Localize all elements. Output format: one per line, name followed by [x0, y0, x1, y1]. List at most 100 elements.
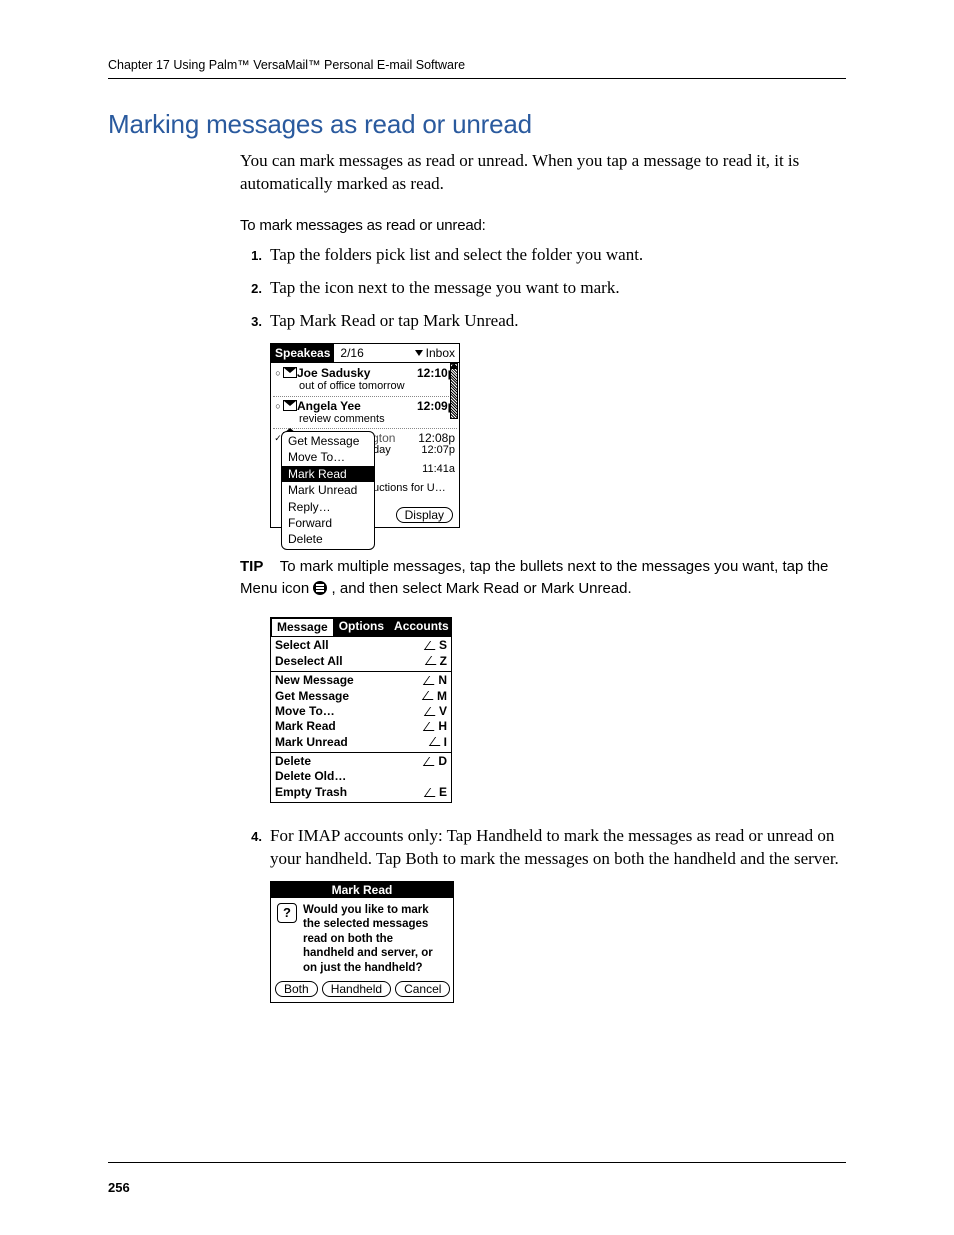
dialog-button[interactable]: Both [275, 981, 318, 997]
dialog-button[interactable]: Cancel [395, 981, 450, 997]
intro-paragraph: You can mark messages as read or unread.… [240, 150, 846, 196]
running-header: Chapter 17 Using Palm™ VersaMail™ Person… [108, 58, 846, 78]
menu-item[interactable]: Select AllS [275, 638, 447, 653]
procedure-subhead: To mark messages as read or unread: [240, 216, 846, 236]
shortcut: I [432, 735, 447, 749]
menu-item[interactable]: New Message N [275, 673, 447, 688]
menu-group: Delete D Delete Old… Empty Trash E [271, 753, 451, 802]
row-main: Angela Yeereview comments [297, 399, 407, 427]
question-icon: ? [277, 903, 297, 923]
page: Chapter 17 Using Palm™ VersaMail™ Person… [0, 0, 954, 1235]
envelope-icon[interactable] [283, 366, 297, 380]
dialog-buttons: BothHandheldCancel [271, 979, 453, 1002]
tip-block: TIP To mark multiple messages, tap the b… [240, 556, 846, 600]
shortcut: M [425, 689, 447, 703]
chevron-down-icon [415, 350, 423, 356]
context-menu-item[interactable]: Get Message [282, 433, 374, 449]
body-column: You can mark messages as read or unread.… [240, 150, 846, 1003]
shortcut: E [427, 785, 447, 799]
dialog-title: Mark Read [271, 882, 453, 898]
menubar-tabs: MessageOptionsAccounts [271, 618, 451, 635]
context-menu-item[interactable]: Reply… [282, 499, 374, 515]
shortcut: N [426, 673, 447, 687]
inbox-titlebar: Speakeas 2/16 Inbox [271, 344, 459, 363]
step-text: For IMAP accounts only: Tap Handheld to … [270, 825, 846, 871]
row-bullet[interactable]: ○ [273, 399, 283, 413]
context-menu-item[interactable]: Mark Unread [282, 482, 374, 498]
step-text: Tap the folders pick list and select the… [270, 244, 846, 267]
menubar-tab[interactable]: Accounts [389, 618, 454, 635]
dialog-button[interactable]: Handheld [322, 981, 391, 997]
message-row[interactable]: ○Joe Saduskyout of office tomorrow12:10p [273, 365, 457, 395]
palm-menubar-window: MessageOptionsAccounts Select AllSDesele… [270, 617, 452, 802]
step-2: 2. Tap the icon next to the message you … [240, 277, 846, 300]
dialog-text: Would you like to mark the selected mess… [303, 903, 447, 975]
menu-item-label: Mark Unread [275, 735, 348, 749]
menu-icon [313, 581, 327, 595]
menu-item[interactable]: Delete D [275, 754, 447, 769]
menu-group: Select AllSDeselect All Z [271, 637, 451, 672]
menu-item-label: Get Message [275, 689, 349, 703]
context-menu: Get MessageMove To…Mark ReadMark UnreadR… [281, 431, 375, 550]
menu-item-label: Select All [275, 638, 329, 652]
footer-rule [108, 1162, 846, 1163]
menu-item[interactable]: Empty Trash E [275, 784, 447, 799]
shortcut: V [427, 704, 447, 718]
context-menu-item[interactable]: Delete [282, 531, 374, 547]
folder-name: Inbox [426, 346, 455, 360]
step-4: 4. For IMAP accounts only: Tap Handheld … [240, 825, 846, 871]
message-row[interactable]: ○Angela Yeereview comments12:09p [273, 398, 457, 428]
row-bullet[interactable]: ○ [273, 366, 283, 380]
screenshot-menubar: MessageOptionsAccounts Select AllSDesele… [270, 617, 846, 802]
message-list: ○Joe Saduskyout of office tomorrow12:10p… [271, 363, 459, 527]
step-text: Tap Mark Read or tap Mark Unread. [270, 310, 846, 333]
step-number: 4. [240, 825, 270, 871]
menu-item-label: Delete [275, 754, 311, 768]
menu-item-label: Deselect All [275, 654, 343, 668]
screenshot-dialog: Mark Read ? Would you like to mark the s… [270, 881, 846, 1004]
envelope-icon[interactable] [283, 399, 297, 413]
shortcut: D [426, 754, 447, 768]
menu-item-label: Mark Read [275, 719, 336, 733]
display-button[interactable]: Display [396, 507, 453, 523]
partial-row: uctions for U… [373, 479, 455, 498]
subject: out of office tomorrow [297, 380, 407, 393]
menu-item[interactable]: Deselect All Z [275, 653, 447, 668]
partial-row: 11:41a [373, 460, 455, 479]
row-main: Joe Saduskyout of office tomorrow [297, 366, 407, 394]
tip-label: TIP [240, 558, 263, 575]
sender: Angela Yee [297, 399, 407, 413]
menu-item[interactable]: Move To… V [275, 703, 447, 718]
context-menu-item[interactable]: Move To… [282, 449, 374, 465]
screenshot-inbox: Speakeas 2/16 Inbox ○ Joe Saduskyout of o… [270, 343, 846, 528]
shortcut: Z [428, 654, 447, 668]
tip-text-after: , and then select Mark Read or Mark Unre… [332, 580, 632, 597]
page-number: 256 [108, 1180, 130, 1195]
scroll-up-icon[interactable] [450, 363, 458, 369]
section-title: Marking messages as read or unread [108, 109, 846, 140]
step-3: 3. Tap Mark Read or tap Mark Unread. [240, 310, 846, 333]
menu-item[interactable]: Delete Old… [275, 769, 447, 784]
context-menu-item[interactable]: Forward [282, 515, 374, 531]
context-menu-item[interactable]: Mark Read [282, 466, 374, 482]
message-count: 2/16 [334, 346, 369, 360]
subject: review comments [297, 413, 407, 426]
menu-item[interactable]: Get Message M [275, 688, 447, 703]
partial-row: day12:07p [373, 441, 455, 460]
palm-dialog-window: Mark Read ? Would you like to mark the s… [270, 881, 454, 1004]
menu-item-label: New Message [275, 673, 354, 687]
step-text: Tap the icon next to the message you wan… [270, 277, 846, 300]
menu-item-label: Empty Trash [275, 785, 347, 799]
menubar-tab[interactable]: Message [271, 618, 334, 635]
folder-picklist[interactable]: Inbox [411, 346, 459, 360]
menu-item[interactable]: Mark Unread I [275, 734, 447, 749]
menu-item-label: Move To… [275, 704, 335, 718]
menu-item[interactable]: Mark ReadH [275, 719, 447, 734]
sender: Joe Sadusky [297, 366, 407, 380]
scrollbar[interactable] [450, 363, 458, 419]
menu-group: New MessageNGet MessageMMove To…VMark Re… [271, 672, 451, 753]
menubar-tab[interactable]: Options [334, 618, 389, 635]
menu-item-label: Delete Old… [275, 769, 346, 783]
dialog-body: ? Would you like to mark the selected me… [271, 898, 453, 979]
account-name[interactable]: Speakeas [271, 344, 334, 362]
